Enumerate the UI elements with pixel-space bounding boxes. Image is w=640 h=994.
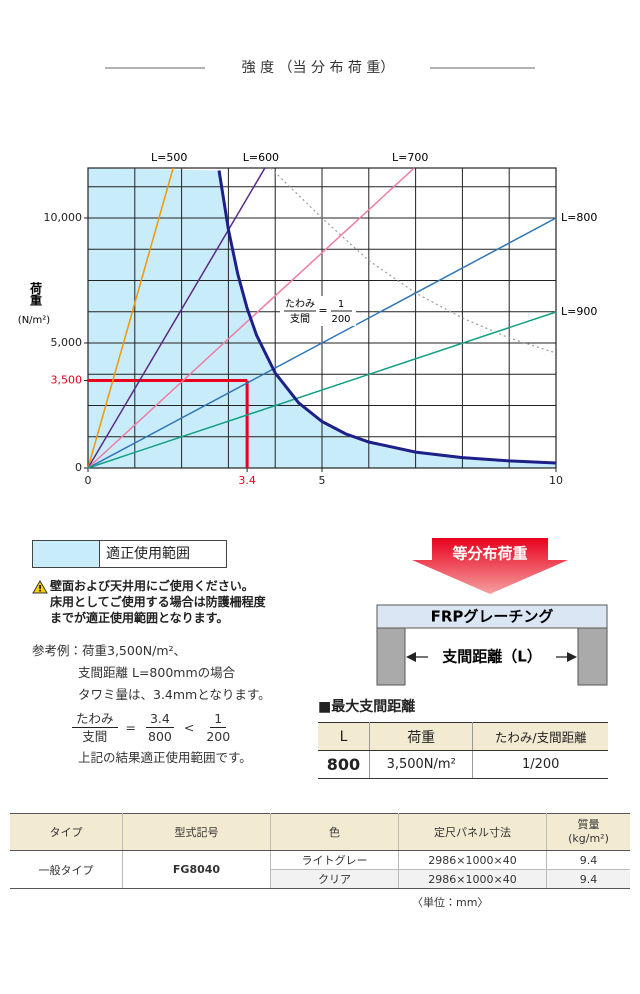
example: 参考例：荷重3,500N/m²、 支間距離 L=800mmの場合 タワミ量は、3… (32, 640, 271, 769)
max-span-table: L 荷重 たわみ/支間距離 800 3,500N/m² 1/200 (318, 722, 608, 779)
y-tick-label: 3,500 (51, 374, 83, 387)
y-tick-label: 10,000 (44, 211, 83, 224)
warning-line: 床用としてご使用する場合は防護柵程度 (50, 595, 266, 609)
load-label: 等分布荷重 (452, 545, 527, 563)
denominator: 800 (148, 729, 172, 744)
denominator: 支間 (82, 729, 108, 744)
chart: 強 度 （当 分 布 荷 重） 荷重 (N/m²) 0 3.4 5 10 0 3,500 5… (18, 60, 598, 487)
cell: 1/200 (472, 750, 608, 779)
arrow-head (567, 652, 577, 662)
header-cell: L (318, 722, 370, 751)
operator: < (183, 719, 195, 735)
y-tick-label: 0 (75, 461, 82, 474)
series-label: L=600 (243, 151, 279, 164)
cell: 3,500N/m² (369, 750, 474, 779)
max-span-title: ■最大支間距離 (318, 699, 416, 715)
weight-label: 質量 (577, 818, 600, 831)
example-line: タワミ量は、3.4mmとなります。 (78, 687, 271, 702)
legend: 適正使用範囲 (32, 540, 227, 568)
header-cell: 色 (270, 813, 399, 851)
example-line: 参考例：荷重3,500N/m²、 (32, 643, 187, 658)
panel-label: FRPグレーチング (431, 608, 554, 626)
denominator: 200 (206, 729, 231, 744)
y-axis-unit: (N/m²) (18, 315, 51, 326)
page-title: 強 度 （当 分 布 荷 重） (242, 60, 395, 76)
cell: 2986×1000×40 (398, 869, 547, 889)
spec-header: タイプ 型式記号 色 定尺パネル寸法 質量 (kg/m²) (10, 813, 630, 851)
table-row: 800 3,500N/m² 1/200 (318, 750, 608, 779)
cell: クリア (270, 869, 399, 889)
span-label: 支間距離（L） (442, 648, 542, 666)
arrow-head (406, 652, 416, 662)
cell: 9.4 (546, 850, 630, 870)
header-cell: 型式記号 (122, 813, 271, 851)
header-cell: 定尺パネル寸法 (398, 813, 547, 851)
panel (376, 604, 608, 629)
fraction: たわみ 支間 (72, 710, 118, 745)
table-header: L 荷重 たわみ/支間距離 (318, 722, 608, 751)
annotation-denominator: 支間 (290, 313, 310, 325)
span-label-bg (428, 647, 556, 667)
annotation-ratio-numerator: 1 (338, 299, 344, 310)
example-line: 支間距離 L=800mmの場合 (78, 665, 236, 680)
svg-text:!: ! (38, 585, 42, 595)
series-label: L=900 (561, 305, 597, 318)
support (577, 627, 608, 686)
spec-row: 一般タイプ FG8040 ライトグレー 2986×1000×40 9.4 (10, 850, 630, 889)
legend-label: 適正使用範囲 (106, 546, 190, 562)
cell: 800 (318, 750, 370, 779)
annotation-equals: = (318, 304, 327, 317)
cell: 2986×1000×40 (398, 850, 547, 870)
series-label: L=800 (561, 211, 597, 224)
y-tick-label: 5,000 (51, 336, 83, 349)
annotation-numerator: たわみ (285, 298, 315, 310)
example-formula: たわみ 支間 = 3.4 800 < 1 200 (32, 710, 271, 745)
spec-table: タイプ 型式記号 色 定尺パネル寸法 質量 (kg/m²) 一般タイプ FG804… (10, 813, 630, 889)
legend-swatch (33, 541, 100, 567)
weight-unit: (kg/m²) (568, 832, 609, 845)
cell: 9.4 (546, 869, 630, 889)
y-axis-label: 荷重 (29, 281, 43, 306)
x-tick-label: 10 (549, 474, 563, 487)
header-cell: 荷重 (369, 722, 474, 751)
x-tick-label: 3.4 (238, 474, 256, 487)
operator: = (125, 719, 136, 735)
annotation-ratio-denominator: 200 (331, 314, 350, 325)
x-tick-label: 0 (85, 474, 92, 487)
warning: 壁面および天井用にご使用ください。 床用としてご使用する場合は防護柵程度 までが… (50, 578, 266, 626)
cell: 一般タイプ (10, 850, 123, 889)
fraction: 3.4 800 (144, 710, 176, 745)
example-conclusion: 上記の結果適正使用範囲です。 (78, 750, 252, 765)
limit-curve (217, 170, 557, 465)
numerator: 1 (210, 710, 227, 728)
numerator: たわみ (72, 710, 118, 728)
suitable-range (88, 168, 556, 468)
series-line (87, 311, 557, 469)
cell: ライトグレー (270, 850, 399, 870)
numerator: 3.4 (145, 710, 174, 728)
unit-note: 〈単位：mm〉 (412, 896, 489, 909)
warning-icon: ! (32, 580, 48, 594)
load-arrow (412, 538, 568, 594)
x-tick-label: 5 (319, 474, 326, 487)
warning-line: 壁面および天井用にご使用ください。 (50, 579, 254, 593)
load-diagram: 等分布荷重 FRPグレーチング 支間距離（L） (376, 538, 608, 686)
series-label: L=700 (392, 151, 428, 164)
series-label: L=500 (151, 151, 187, 164)
series-line (87, 167, 266, 469)
cell: FG8040 (122, 850, 271, 889)
header-cell: タイプ (10, 813, 123, 851)
support (376, 627, 406, 686)
header-cell: 質量 (kg/m²) (546, 813, 630, 851)
fraction: 1 200 (202, 710, 234, 745)
header-cell: たわみ/支間距離 (472, 722, 608, 751)
warning-line: までが適正使用範囲となります。 (50, 611, 229, 625)
series-line (87, 217, 557, 469)
series-line (87, 167, 174, 469)
